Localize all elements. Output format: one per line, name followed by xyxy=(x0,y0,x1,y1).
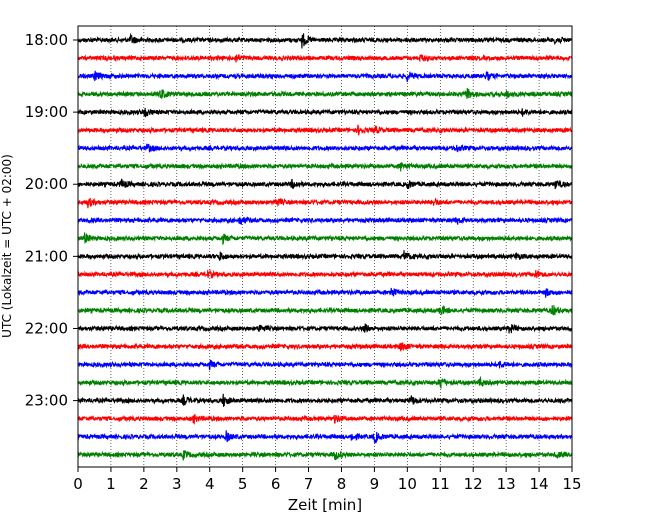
y-tick-label: 20:00 xyxy=(25,175,68,193)
x-tick-label: 13 xyxy=(497,475,516,493)
trace-2330 xyxy=(77,430,573,444)
x-tick-label: 9 xyxy=(370,475,380,493)
trace-2045 xyxy=(77,232,573,246)
x-tick-label: 5 xyxy=(238,475,248,493)
trace-1945 xyxy=(77,161,573,172)
trace-2145 xyxy=(77,304,573,316)
trace-1830 xyxy=(77,70,573,83)
x-tick-label: 14 xyxy=(530,475,549,493)
trace-2230 xyxy=(77,359,573,371)
trace-2030 xyxy=(77,216,573,225)
trace-2115 xyxy=(77,269,573,280)
x-tick-label: 6 xyxy=(271,475,281,493)
trace-1915 xyxy=(77,124,573,136)
x-tick-label: 10 xyxy=(398,475,417,493)
y-tick-label: 19:00 xyxy=(25,103,68,121)
y-axis-label: UTC (Lokalzeit = UTC + 02:00) xyxy=(0,154,14,338)
trace-2015 xyxy=(77,197,573,209)
trace-2300 xyxy=(77,393,573,407)
x-tick-label: 8 xyxy=(337,475,347,493)
trace-2000 xyxy=(77,178,573,190)
y-tick-label: 23:00 xyxy=(25,392,68,410)
trace-1800 xyxy=(77,32,573,49)
trace-2200 xyxy=(77,323,573,334)
trace-2315 xyxy=(77,414,573,425)
x-tick-label: 1 xyxy=(106,475,116,493)
x-tick-label: 12 xyxy=(464,475,483,493)
x-tick-label: 15 xyxy=(562,475,581,493)
trace-1815 xyxy=(77,53,573,63)
x-axis-label: Zeit [min] xyxy=(288,496,362,514)
trace-2100 xyxy=(77,250,573,261)
x-tick-label: 3 xyxy=(172,475,182,493)
x-tick-label: 0 xyxy=(73,475,83,493)
x-tick-label: 7 xyxy=(304,475,314,493)
trace-1930 xyxy=(77,143,573,153)
trace-2345 xyxy=(77,449,573,461)
x-tick-label: 4 xyxy=(205,475,215,493)
trace-2245 xyxy=(77,375,573,390)
trace-2130 xyxy=(77,287,573,298)
trace-layer xyxy=(77,32,573,461)
y-axis-ticks: 18:00 19:00 20:00 21:00 22:00 23:00 xyxy=(25,31,78,410)
y-tick-label: 22:00 xyxy=(25,319,68,337)
y-tick-label: 18:00 xyxy=(25,31,68,49)
trace-1845 xyxy=(77,87,573,99)
y-tick-label: 21:00 xyxy=(25,247,68,265)
x-tick-label: 11 xyxy=(431,475,450,493)
trace-1900 xyxy=(77,107,573,118)
x-tick-label: 2 xyxy=(139,475,149,493)
plot-frame xyxy=(77,25,573,468)
x-axis-ticks: 0 1 2 3 4 5 6 7 8 9 10 11 12 13 14 15 xyxy=(73,467,582,493)
trace-2215 xyxy=(77,341,573,352)
